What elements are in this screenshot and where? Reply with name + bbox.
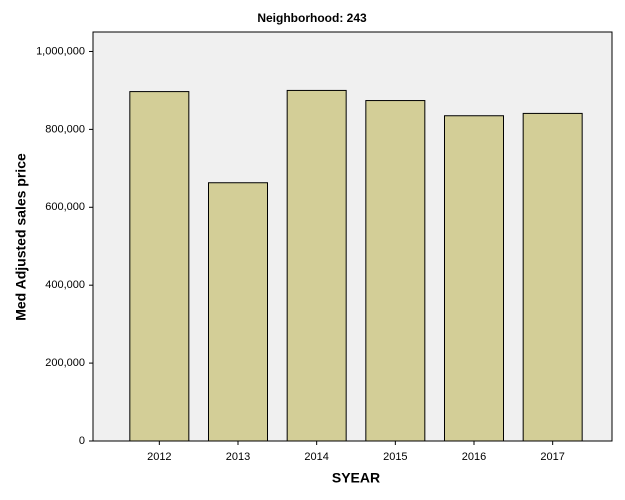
bar — [444, 115, 504, 442]
x-tick-label: 2017 — [540, 451, 564, 463]
x-tick-label: 2015 — [383, 451, 407, 463]
x-tick-label: 2013 — [226, 451, 250, 463]
y-tick-label: 200,000 — [45, 357, 85, 369]
y-tick-label: 1,000,000 — [36, 45, 85, 57]
x-tick-label: 2014 — [304, 451, 328, 463]
bar — [365, 100, 426, 442]
y-tick-label: 600,000 — [45, 201, 85, 213]
y-tick-label: 800,000 — [45, 123, 85, 135]
y-tick-label: 400,000 — [45, 279, 85, 291]
x-tick-label: 2012 — [147, 451, 171, 463]
x-axis-title: SYEAR — [332, 470, 380, 486]
chart-title: Neighborhood: 243 — [257, 11, 367, 25]
x-tick-label: 2016 — [462, 451, 486, 463]
bar — [522, 112, 583, 442]
bar — [286, 89, 347, 442]
y-axis-title: Med Adjusted sales price — [13, 153, 29, 321]
bar — [129, 91, 190, 442]
bar — [208, 182, 268, 442]
y-tick-label: 0 — [79, 435, 85, 447]
